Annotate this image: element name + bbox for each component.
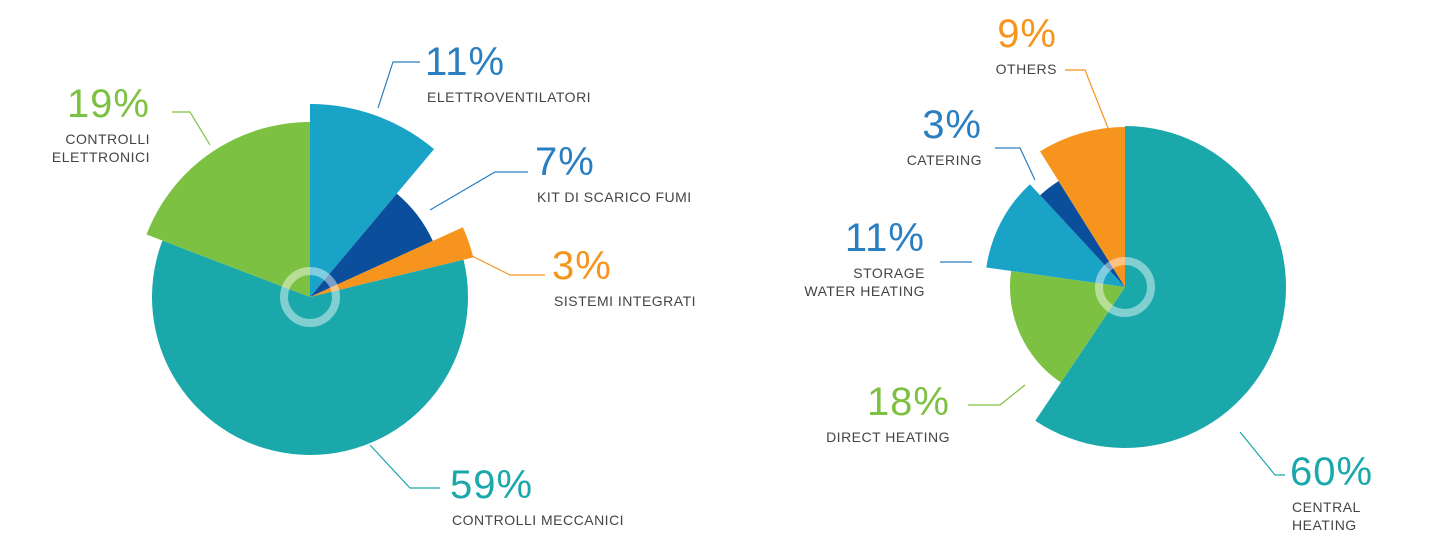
category-label: STORAGE WATER HEATING — [804, 265, 925, 299]
pie-slice — [1040, 127, 1125, 287]
category-label: DIRECT HEATING — [826, 429, 950, 445]
category-label: SISTEMI INTEGRATI — [554, 293, 697, 309]
pie-slice — [310, 227, 474, 297]
leader-line — [1239, 431, 1285, 476]
pie-slice — [1040, 181, 1125, 287]
value-label: 11% — [844, 216, 925, 260]
value-label: 3% — [922, 103, 982, 147]
center-ring — [280, 267, 340, 327]
value-label: 9% — [997, 12, 1057, 56]
leader-line — [995, 147, 1036, 181]
category-label: CATERING — [906, 152, 982, 168]
center-ring — [1095, 257, 1155, 317]
value-label: 19% — [66, 82, 150, 126]
value-label: 3% — [552, 244, 612, 288]
category-label: KIT DI SCARICO FUMI — [537, 189, 692, 205]
leader-line — [369, 444, 440, 489]
leader-line — [172, 111, 211, 146]
pie-slice — [151, 240, 469, 456]
pie-slice — [310, 104, 435, 297]
leader-line — [968, 384, 1026, 406]
leader-line — [377, 61, 420, 109]
category-label: CONTROLLI ELETTRONICI — [51, 131, 150, 165]
category-label: ELETTROVENTILATORI — [427, 89, 592, 105]
pie-slice — [310, 193, 433, 297]
category-label: CONTROLLI MECCANICI — [452, 512, 625, 528]
category-label: OTHERS — [995, 61, 1057, 77]
pie-slice — [986, 184, 1125, 287]
value-label: 59% — [450, 463, 534, 507]
value-label: 60% — [1290, 450, 1374, 494]
value-label: 11% — [425, 40, 506, 84]
leader-line — [469, 254, 545, 276]
leader-line — [1065, 69, 1109, 129]
leader-line — [429, 171, 528, 211]
category-label: CENTRAL HEATING — [1292, 499, 1361, 533]
value-label: 7% — [535, 140, 595, 184]
pie-slice — [1010, 270, 1125, 383]
value-label: 18% — [866, 380, 950, 424]
pie-slice — [146, 122, 310, 297]
pie-slice — [1035, 126, 1286, 448]
